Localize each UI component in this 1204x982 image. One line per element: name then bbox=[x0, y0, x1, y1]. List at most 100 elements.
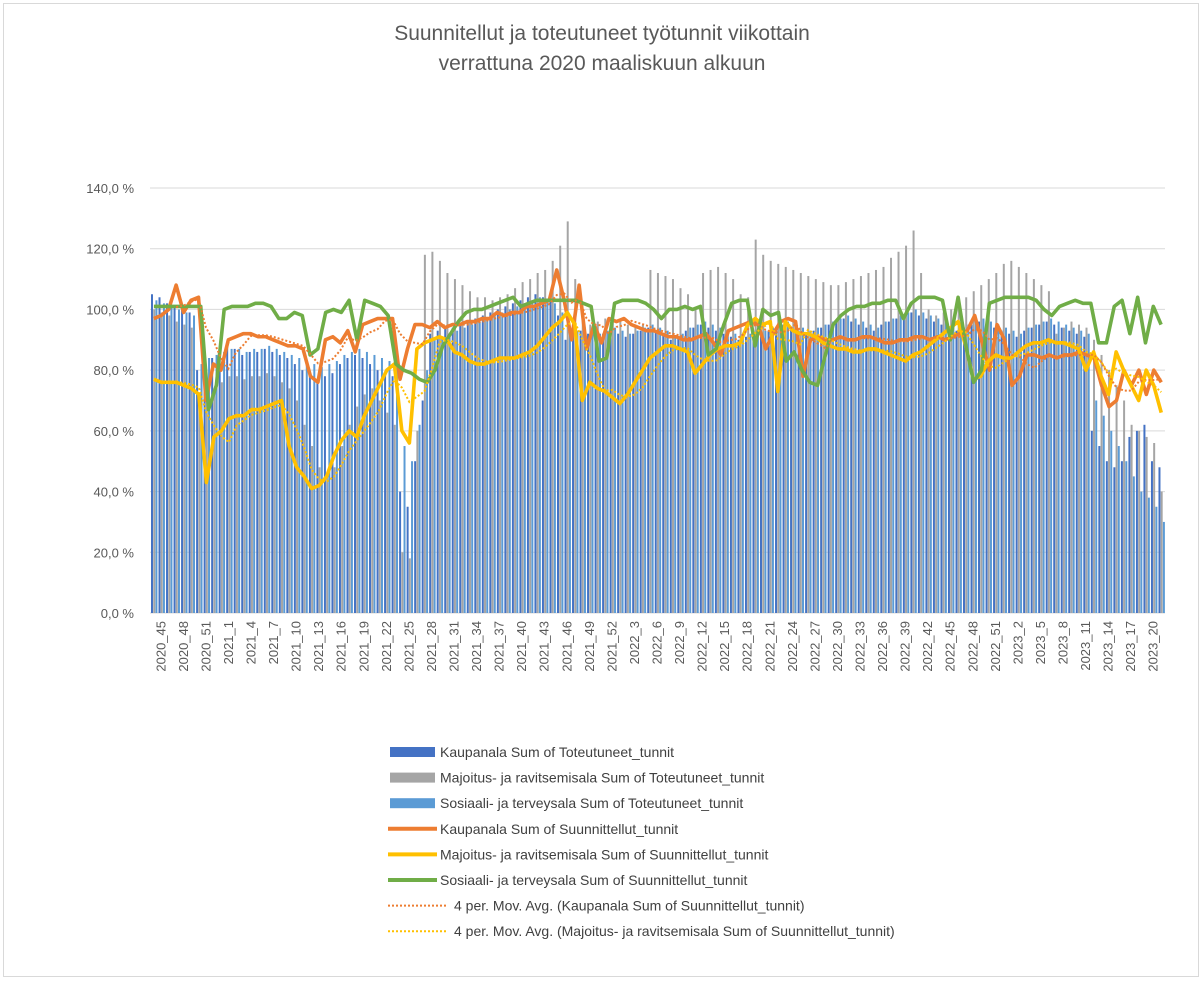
bar bbox=[807, 276, 810, 613]
bar bbox=[1105, 461, 1108, 613]
legend-label: Majoitus- ja ravitsemisala Sum of Suunni… bbox=[440, 846, 768, 862]
bar bbox=[854, 318, 857, 613]
x-tick-label: 2022_51 bbox=[988, 621, 1003, 672]
bar bbox=[995, 273, 998, 613]
bar bbox=[233, 348, 236, 613]
bar bbox=[429, 333, 432, 613]
x-tick-label: 2022_21 bbox=[762, 621, 777, 672]
bar bbox=[659, 327, 662, 613]
bar bbox=[989, 321, 992, 613]
bar bbox=[200, 364, 203, 613]
x-tick-label: 2021_10 bbox=[289, 621, 304, 672]
bar bbox=[226, 345, 229, 613]
bar bbox=[493, 315, 496, 613]
bar bbox=[1110, 430, 1113, 613]
bar bbox=[912, 230, 915, 613]
bar bbox=[1055, 333, 1058, 613]
bar bbox=[328, 364, 331, 613]
bar bbox=[1130, 424, 1133, 613]
bar bbox=[887, 321, 890, 613]
bar bbox=[484, 297, 487, 613]
bar bbox=[944, 321, 947, 613]
bar bbox=[1113, 467, 1116, 613]
bar bbox=[1060, 327, 1063, 613]
legend-label: 4 per. Mov. Avg. (Kaupanala Sum of Suunn… bbox=[454, 898, 804, 914]
legend-label: 4 per. Mov. Avg. (Majoitus- ja ravitsemi… bbox=[454, 923, 895, 939]
bar bbox=[790, 327, 793, 613]
bar bbox=[581, 315, 584, 613]
bar bbox=[1040, 285, 1043, 613]
y-tick-label: 0,0 % bbox=[101, 606, 135, 621]
legend-label: Sosiaali- ja terveysala Sum of Suunnitte… bbox=[440, 872, 748, 888]
bar bbox=[884, 321, 887, 613]
bar bbox=[248, 351, 251, 613]
bar bbox=[423, 254, 426, 614]
bar bbox=[220, 382, 223, 613]
y-tick-label: 120,0 % bbox=[86, 242, 134, 257]
bar bbox=[794, 324, 797, 613]
bar bbox=[260, 348, 263, 613]
bar bbox=[993, 327, 996, 613]
bar bbox=[501, 312, 504, 613]
bar bbox=[1032, 279, 1035, 613]
bar bbox=[151, 294, 153, 613]
bar bbox=[378, 400, 381, 613]
bar bbox=[980, 285, 983, 613]
bar bbox=[624, 336, 627, 613]
x-tick-label: 2021_1 bbox=[221, 621, 236, 664]
bar bbox=[241, 354, 244, 613]
bar bbox=[760, 333, 762, 613]
bar bbox=[666, 330, 669, 613]
x-tick-label: 2021_13 bbox=[311, 621, 326, 672]
bar bbox=[1050, 318, 1053, 613]
bar bbox=[867, 273, 870, 613]
bar bbox=[952, 324, 955, 613]
bar bbox=[809, 330, 812, 613]
bar bbox=[268, 345, 271, 613]
bar bbox=[572, 333, 575, 613]
bar bbox=[726, 330, 729, 613]
bar bbox=[1065, 324, 1068, 613]
bar bbox=[982, 318, 985, 613]
bar bbox=[318, 467, 321, 613]
bar bbox=[271, 351, 274, 613]
bar bbox=[273, 376, 276, 613]
bar bbox=[689, 327, 692, 613]
series-line bbox=[153, 268, 1163, 409]
bar bbox=[929, 315, 932, 613]
bar bbox=[293, 364, 296, 613]
bar bbox=[1087, 333, 1090, 613]
bar bbox=[737, 339, 740, 613]
bar bbox=[193, 315, 196, 613]
bar bbox=[850, 321, 853, 613]
bar bbox=[877, 327, 880, 613]
x-tick-label: 2020_45 bbox=[153, 621, 168, 672]
moving-average-line bbox=[175, 292, 1162, 392]
chart-title-line-2: verrattuna 2020 maaliskuun alkuun bbox=[439, 52, 766, 75]
bar bbox=[504, 306, 507, 613]
bar bbox=[636, 330, 639, 613]
bar bbox=[822, 282, 825, 613]
bar bbox=[692, 327, 695, 613]
x-tick-label: 2021_49 bbox=[582, 621, 597, 672]
bar bbox=[1017, 266, 1020, 613]
bar bbox=[587, 333, 590, 613]
x-tick-label: 2023_20 bbox=[1146, 621, 1161, 672]
legend-swatch bbox=[390, 772, 435, 783]
bar bbox=[308, 373, 311, 613]
y-tick-label: 100,0 % bbox=[86, 302, 134, 317]
bar bbox=[499, 297, 502, 613]
bar bbox=[1093, 339, 1096, 613]
bar bbox=[674, 336, 677, 613]
bar bbox=[614, 327, 617, 613]
bar bbox=[792, 269, 795, 613]
bar bbox=[245, 351, 248, 613]
bar bbox=[185, 312, 188, 613]
bar bbox=[426, 370, 429, 613]
bar bbox=[970, 324, 973, 613]
bar bbox=[228, 376, 231, 613]
bar bbox=[491, 300, 494, 613]
bar bbox=[775, 327, 778, 613]
bar bbox=[671, 279, 674, 613]
bar bbox=[1155, 506, 1158, 613]
